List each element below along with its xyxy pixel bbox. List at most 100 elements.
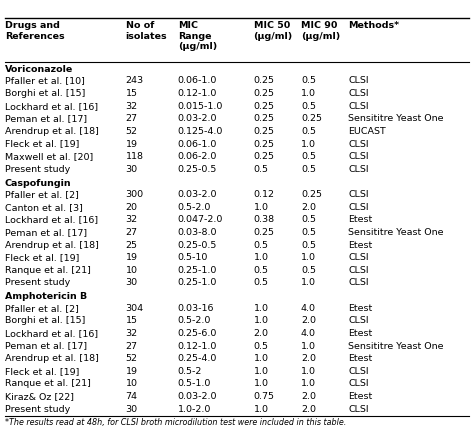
Text: 2.0: 2.0	[301, 203, 316, 212]
Text: CLSI: CLSI	[348, 89, 369, 98]
Text: 1.0-2.0: 1.0-2.0	[178, 405, 211, 414]
Text: Arendrup et al. [18]: Arendrup et al. [18]	[5, 127, 99, 136]
Text: CLSI: CLSI	[348, 279, 369, 288]
Text: Fleck et al. [19]: Fleck et al. [19]	[5, 367, 79, 376]
Text: 0.25: 0.25	[301, 114, 322, 123]
Text: 0.06-2.0: 0.06-2.0	[178, 152, 217, 161]
Text: 52: 52	[126, 127, 137, 136]
Text: Lockhard et al. [16]: Lockhard et al. [16]	[5, 102, 98, 111]
Text: 0.5: 0.5	[301, 241, 316, 249]
Text: 32: 32	[126, 329, 138, 338]
Text: Present study: Present study	[5, 165, 70, 174]
Text: 0.25-4.0: 0.25-4.0	[178, 354, 217, 363]
Text: MIC 50
(µg/ml): MIC 50 (µg/ml)	[254, 21, 293, 41]
Text: CLSI: CLSI	[348, 405, 369, 414]
Text: 10: 10	[126, 266, 137, 275]
Text: Fleck et al. [19]: Fleck et al. [19]	[5, 253, 79, 262]
Text: 0.25-0.5: 0.25-0.5	[178, 241, 217, 249]
Text: Etest: Etest	[348, 241, 373, 249]
Text: 19: 19	[126, 253, 137, 262]
Text: Maxwell et al. [20]: Maxwell et al. [20]	[5, 152, 93, 161]
Text: Etest: Etest	[348, 215, 373, 224]
Text: 0.015-1.0: 0.015-1.0	[178, 102, 223, 111]
Text: 0.25: 0.25	[254, 228, 274, 237]
Text: 27: 27	[126, 114, 137, 123]
Text: CLSI: CLSI	[348, 152, 369, 161]
Text: 0.5-10: 0.5-10	[178, 253, 208, 262]
Text: 19: 19	[126, 140, 137, 148]
Text: 1.0: 1.0	[254, 253, 269, 262]
Text: 0.5: 0.5	[301, 215, 316, 224]
Text: 0.5: 0.5	[254, 342, 269, 350]
Text: 0.25: 0.25	[254, 102, 274, 111]
Text: CLSI: CLSI	[348, 266, 369, 275]
Text: 0.12-1.0: 0.12-1.0	[178, 89, 217, 98]
Text: 0.5: 0.5	[301, 127, 316, 136]
Text: 0.047-2.0: 0.047-2.0	[178, 215, 223, 224]
Text: 30: 30	[126, 279, 138, 288]
Text: 27: 27	[126, 342, 137, 350]
Text: 0.25: 0.25	[254, 127, 274, 136]
Text: 2.0: 2.0	[301, 354, 316, 363]
Text: 0.25-6.0: 0.25-6.0	[178, 329, 217, 338]
Text: Peman et al. [17]: Peman et al. [17]	[5, 342, 87, 350]
Text: 1.0: 1.0	[301, 279, 316, 288]
Text: Drugs and
References: Drugs and References	[5, 21, 64, 41]
Text: Canton et al. [3]: Canton et al. [3]	[5, 203, 82, 212]
Text: 0.03-2.0: 0.03-2.0	[178, 114, 217, 123]
Text: 0.25-0.5: 0.25-0.5	[178, 165, 217, 174]
Text: Lockhard et al. [16]: Lockhard et al. [16]	[5, 215, 98, 224]
Text: Present study: Present study	[5, 279, 70, 288]
Text: 0.25: 0.25	[254, 89, 274, 98]
Text: 1.0: 1.0	[254, 405, 269, 414]
Text: 243: 243	[126, 77, 144, 85]
Text: 0.5: 0.5	[301, 228, 316, 237]
Text: 1.0: 1.0	[301, 253, 316, 262]
Text: 1.0: 1.0	[301, 89, 316, 98]
Text: Peman et al. [17]: Peman et al. [17]	[5, 228, 87, 237]
Text: 0.06-1.0: 0.06-1.0	[178, 77, 217, 85]
Text: 19: 19	[126, 367, 137, 376]
Text: 1.0: 1.0	[254, 316, 269, 325]
Text: CLSI: CLSI	[348, 165, 369, 174]
Text: 0.03-16: 0.03-16	[178, 304, 214, 313]
Text: Sensititre Yeast One: Sensititre Yeast One	[348, 114, 444, 123]
Text: 4.0: 4.0	[301, 304, 316, 313]
Text: Sensititre Yeast One: Sensititre Yeast One	[348, 342, 444, 350]
Text: 0.5-2.0: 0.5-2.0	[178, 316, 211, 325]
Text: CLSI: CLSI	[348, 140, 369, 148]
Text: Ranque et al. [21]: Ranque et al. [21]	[5, 380, 91, 389]
Text: 0.5: 0.5	[301, 77, 316, 85]
Text: 1.0: 1.0	[301, 140, 316, 148]
Text: 0.5: 0.5	[301, 152, 316, 161]
Text: Lockhard et al. [16]: Lockhard et al. [16]	[5, 329, 98, 338]
Text: 0.75: 0.75	[254, 392, 274, 401]
Text: Pfaller et al. [2]: Pfaller et al. [2]	[5, 304, 79, 313]
Text: 30: 30	[126, 165, 138, 174]
Text: CLSI: CLSI	[348, 253, 369, 262]
Text: 0.5: 0.5	[301, 102, 316, 111]
Text: Voriconazole: Voriconazole	[5, 65, 73, 74]
Text: 0.5: 0.5	[254, 266, 269, 275]
Text: 0.5-2: 0.5-2	[178, 367, 202, 376]
Text: 1.0: 1.0	[301, 342, 316, 350]
Text: CLSI: CLSI	[348, 203, 369, 212]
Text: 0.25: 0.25	[254, 152, 274, 161]
Text: 300: 300	[126, 190, 144, 199]
Text: Sensititre Yeast One: Sensititre Yeast One	[348, 228, 444, 237]
Text: 0.125-4.0: 0.125-4.0	[178, 127, 223, 136]
Text: 52: 52	[126, 354, 137, 363]
Text: Etest: Etest	[348, 354, 373, 363]
Text: 0.25: 0.25	[254, 114, 274, 123]
Text: 30: 30	[126, 405, 138, 414]
Text: CLSI: CLSI	[348, 316, 369, 325]
Text: Etest: Etest	[348, 392, 373, 401]
Text: CLSI: CLSI	[348, 77, 369, 85]
Text: 1.0: 1.0	[254, 354, 269, 363]
Text: Etest: Etest	[348, 304, 373, 313]
Text: Methods*: Methods*	[348, 21, 400, 30]
Text: 0.5: 0.5	[254, 165, 269, 174]
Text: CLSI: CLSI	[348, 102, 369, 111]
Text: No of
isolates: No of isolates	[126, 21, 167, 41]
Text: MIC 90
(µg/ml): MIC 90 (µg/ml)	[301, 21, 340, 41]
